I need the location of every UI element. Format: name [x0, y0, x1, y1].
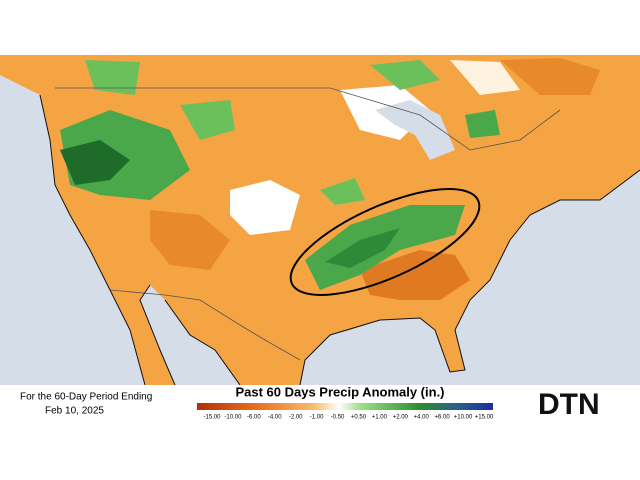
near-normal — [230, 180, 300, 235]
dry-patch — [150, 210, 230, 270]
near-normal — [450, 60, 520, 95]
caption-date: Feb 10, 2025 — [45, 406, 104, 417]
legend-label: +6.00 — [435, 415, 451, 421]
legend-label: -15.00 — [203, 415, 221, 421]
great-lakes — [375, 100, 455, 160]
border — [55, 87, 561, 151]
legend-labels: -15.00 -10.00 -6.00 -4.00 -2.00 -1.00 -0.50 +0.… — [203, 415, 493, 421]
wet-patch — [325, 228, 400, 268]
legend-label: -6.00 — [247, 415, 261, 421]
legend-label: -1.00 — [310, 415, 324, 421]
wet-patch — [320, 178, 365, 205]
color-bar — [197, 403, 493, 410]
map — [0, 55, 640, 386]
legend-label: -10.00 — [224, 415, 242, 421]
dry-patch — [500, 58, 600, 95]
wet-patch — [85, 60, 140, 95]
logo: DTN — [538, 388, 600, 421]
wet-patch — [465, 110, 500, 138]
legend-label: +1.00 — [372, 415, 388, 421]
legend-label: -0.50 — [331, 415, 345, 421]
caption-line: For the 60-Day Period Ending — [20, 392, 152, 403]
wet-patch — [370, 60, 440, 90]
border — [109, 289, 301, 361]
wet-patch — [60, 140, 130, 185]
highlight-ellipse — [289, 188, 481, 296]
legend-label: +10.00 — [454, 415, 473, 421]
legend-label: +0.50 — [351, 415, 367, 421]
legend-label: +4.00 — [414, 415, 430, 421]
legend-title: Past 60 Days Precip Anomaly (in.) — [235, 384, 444, 399]
wet-patch — [180, 100, 235, 140]
legend-label: -4.00 — [268, 415, 282, 421]
coastline — [39, 94, 640, 386]
legend-label: +15.00 — [475, 415, 494, 421]
legend-label: +2.00 — [393, 415, 409, 421]
legend-label: -2.00 — [289, 415, 303, 421]
dry-patch — [360, 250, 470, 300]
